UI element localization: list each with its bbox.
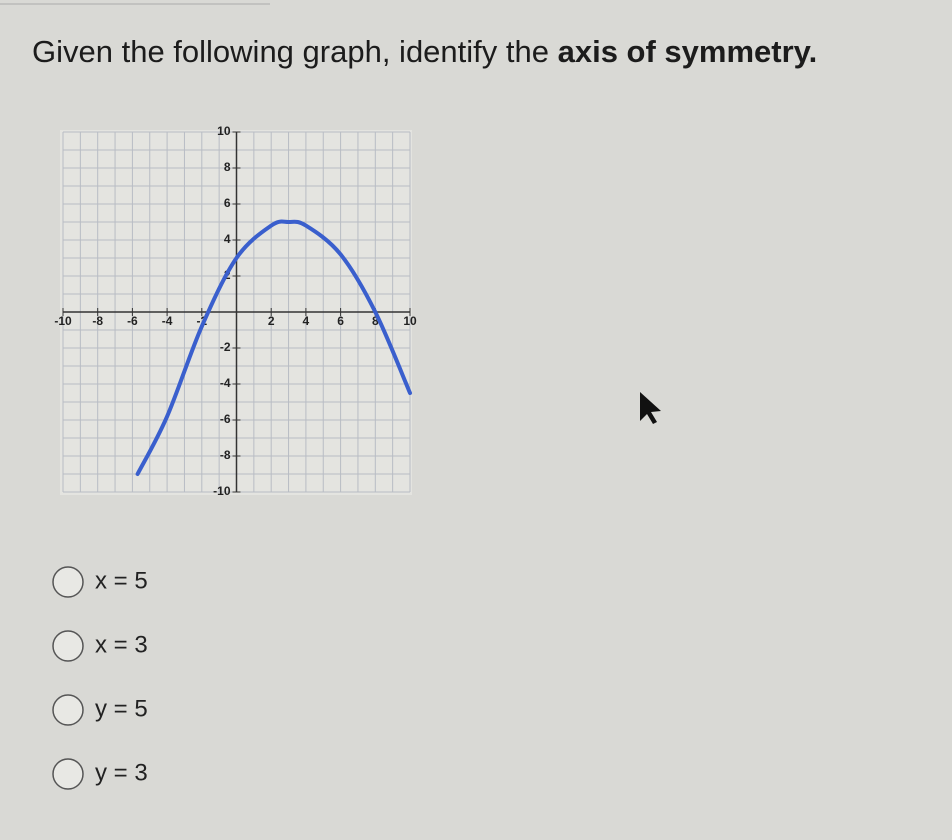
x-tick-label: 10 <box>403 314 417 328</box>
option-label[interactable]: x = 3 <box>95 631 148 658</box>
y-tick-label: 4 <box>224 232 231 246</box>
y-tick-label: -10 <box>213 484 231 498</box>
option-label[interactable]: x = 5 <box>95 567 148 594</box>
y-tick-label: 8 <box>224 160 231 174</box>
radio-button[interactable] <box>52 694 84 726</box>
radio-button[interactable] <box>52 758 84 790</box>
radio-button[interactable] <box>52 566 84 598</box>
option-label[interactable]: y = 5 <box>95 695 148 722</box>
y-tick-label: -2 <box>220 340 231 354</box>
x-tick-label: 6 <box>337 314 344 328</box>
x-tick-label: 8 <box>372 314 379 328</box>
x-tick-label: 4 <box>303 314 310 328</box>
y-tick-label: 6 <box>224 196 231 210</box>
answer-options: x = 5 x = 3 y = 5 y = 3 <box>52 566 148 790</box>
mouse-cursor <box>640 392 661 424</box>
x-tick-label: -8 <box>92 314 103 328</box>
x-tick-label: -6 <box>127 314 138 328</box>
radio-button[interactable] <box>52 630 84 662</box>
x-tick-label: -4 <box>162 314 173 328</box>
y-tick-label: -8 <box>220 448 231 462</box>
y-tick-label: -6 <box>220 412 231 426</box>
y-tick-label: 10 <box>217 124 231 138</box>
parabola <box>135 219 412 476</box>
option-label[interactable]: y = 3 <box>95 759 148 786</box>
x-tick-label: 2 <box>268 314 275 328</box>
question-emphasis: axis of symmetry. <box>558 34 818 69</box>
question-text: Given the following graph, identify the <box>32 34 558 69</box>
x-tick-label: -10 <box>54 314 72 328</box>
question: Given the following graph, identify the … <box>32 34 817 69</box>
y-tick-label: -4 <box>220 376 231 390</box>
